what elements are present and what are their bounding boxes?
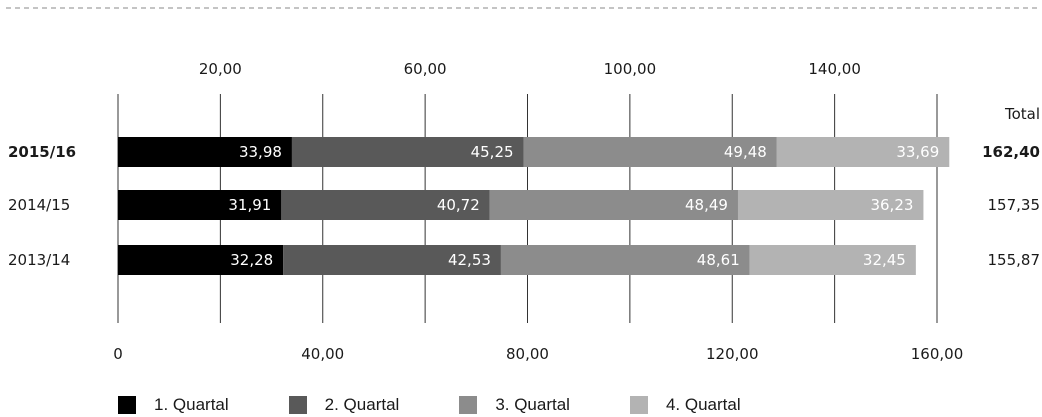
bar-segment bbox=[749, 245, 916, 275]
bar-value-label: 32,28 bbox=[230, 251, 273, 269]
bar-value-label: 33,69 bbox=[896, 143, 939, 161]
bottom-tick-label: 120,00 bbox=[706, 345, 759, 363]
stacked-bar-chart: 2015/16 33,98 45,25 49,48 33,69 162,40 2014/15… bbox=[6, 7, 1040, 363]
bar-segment bbox=[737, 190, 924, 220]
legend: 1. Quartal 2. Quartal 3. Quartal 4. Quartal bbox=[118, 394, 801, 416]
bar-segment bbox=[500, 245, 750, 275]
legend-swatch bbox=[459, 396, 478, 414]
category-label: 2014/15 bbox=[8, 196, 70, 214]
bar-segment bbox=[489, 190, 738, 220]
bar-segment bbox=[118, 137, 292, 167]
axis-labels: 20,00 60,00 100,00 140,00 0 40,00 80,00 120,00 1… bbox=[113, 60, 963, 363]
legend-label: 1. Quartal bbox=[154, 395, 229, 414]
legend-label: 4. Quartal bbox=[665, 395, 741, 414]
bar-value-label: 48,61 bbox=[697, 251, 740, 269]
legend-label: 2. Quartal bbox=[324, 395, 400, 414]
legend-item: 1. Quartal bbox=[118, 395, 229, 415]
legend-swatch bbox=[629, 396, 648, 414]
bar-value-label: 33,98 bbox=[239, 143, 282, 161]
bar-value-label: 36,23 bbox=[870, 196, 913, 214]
bar-value-label: 40,72 bbox=[437, 196, 480, 214]
legend-label: 3. Quartal bbox=[495, 395, 570, 414]
bar-value-label: 48,49 bbox=[685, 196, 728, 214]
bar-value-label: 42,53 bbox=[448, 251, 491, 269]
category-label: 2015/16 bbox=[8, 143, 76, 161]
bar-value-label: 32,45 bbox=[863, 251, 906, 269]
bar-segment bbox=[118, 245, 284, 275]
bar-value-label: 45,25 bbox=[471, 143, 514, 161]
bottom-tick-label: 80,00 bbox=[506, 345, 549, 363]
bar-segment bbox=[523, 137, 777, 167]
bottom-tick-label: 0 bbox=[113, 345, 123, 363]
legend-swatch bbox=[288, 396, 307, 414]
total-value: 157,35 bbox=[988, 196, 1041, 214]
totals-header: Total bbox=[1004, 105, 1040, 123]
bar-segment bbox=[118, 190, 282, 220]
bar-segment bbox=[776, 137, 950, 167]
total-value: 162,40 bbox=[982, 143, 1040, 161]
top-tick-label: 20,00 bbox=[199, 60, 242, 78]
bar-segment bbox=[283, 245, 501, 275]
bottom-tick-label: 160,00 bbox=[911, 345, 964, 363]
category-label: 2013/14 bbox=[8, 251, 70, 269]
top-tick-label: 60,00 bbox=[404, 60, 447, 78]
bar-segment bbox=[281, 190, 490, 220]
total-value: 155,87 bbox=[988, 251, 1041, 269]
legend-swatch bbox=[118, 396, 136, 414]
top-tick-label: 100,00 bbox=[604, 60, 657, 78]
legend-item: 2. Quartal bbox=[288, 395, 400, 415]
legend-item: 4. Quartal bbox=[629, 395, 741, 415]
top-tick-label: 140,00 bbox=[808, 60, 861, 78]
bars-group: 2015/16 33,98 45,25 49,48 33,69 162,40 2014/15… bbox=[8, 137, 1040, 275]
bar-segment bbox=[291, 137, 524, 167]
bar-value-label: 49,48 bbox=[724, 143, 767, 161]
legend-item: 3. Quartal bbox=[459, 395, 570, 415]
bar-value-label: 31,91 bbox=[228, 196, 271, 214]
bottom-tick-label: 40,00 bbox=[301, 345, 344, 363]
